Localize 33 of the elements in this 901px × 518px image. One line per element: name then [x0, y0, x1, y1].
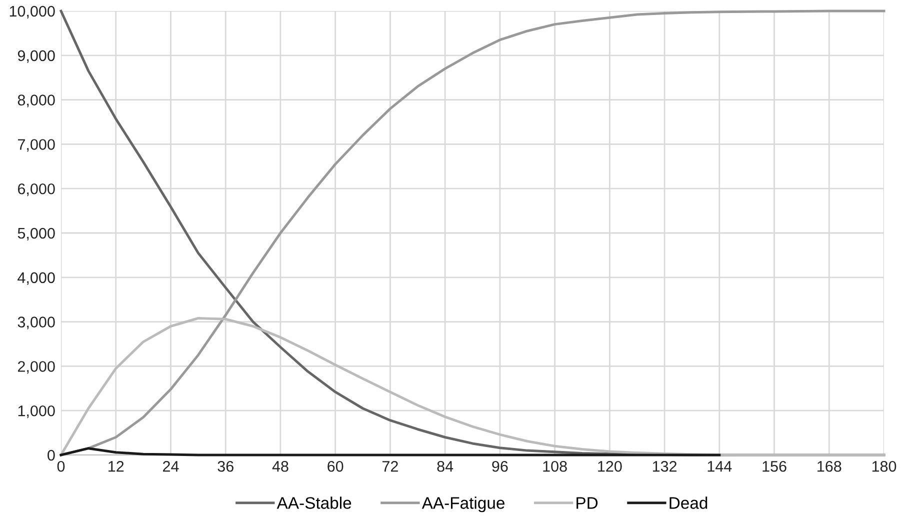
x-tick-label: 96: [492, 460, 508, 472]
y-tick-label: 4,000: [18, 272, 55, 285]
x-tick-label: 144: [708, 461, 732, 472]
x-tick-label: 36: [218, 460, 234, 472]
y-tick-label: 7,000: [18, 139, 55, 152]
x-tick-label: 0: [57, 460, 65, 472]
x-tick-label: 120: [598, 460, 622, 472]
y-tick-label: 6,000: [18, 183, 55, 196]
y-tick-label: 3,000: [18, 316, 55, 330]
y-tick-label: 0: [48, 450, 55, 461]
line-series: [60, 447, 721, 456]
x-tick-label: 108: [543, 460, 567, 472]
x-tick-label: 132: [652, 460, 677, 472]
x-tick-label: 84: [437, 460, 454, 472]
x-tick-label: 180: [872, 460, 896, 472]
x-tick-label: 48: [272, 460, 288, 472]
x-tick-label: 72: [382, 460, 398, 472]
legend-label: AA-Stable: [276, 496, 352, 509]
y-tick-label: 2,000: [18, 361, 55, 374]
x-tick-label: 156: [762, 460, 786, 472]
legend-label: Dead: [670, 496, 708, 509]
y-tick-label: 1,000: [18, 405, 55, 418]
legend-label: PD: [576, 497, 598, 509]
y-tick-label: 5,000: [18, 228, 55, 240]
line-series: [60, 10, 886, 456]
y-tick-label: 9,000: [18, 50, 55, 63]
x-tick-label: 24: [163, 460, 179, 472]
x-tick-label: 12: [108, 460, 124, 472]
legend-label: AA-Fatigue: [422, 496, 504, 512]
y-tick-label: 10,000: [10, 6, 55, 18]
x-tick-label: 60: [328, 460, 344, 472]
y-tick-label: 8,000: [18, 94, 55, 108]
x-tick-label: 168: [818, 460, 842, 472]
